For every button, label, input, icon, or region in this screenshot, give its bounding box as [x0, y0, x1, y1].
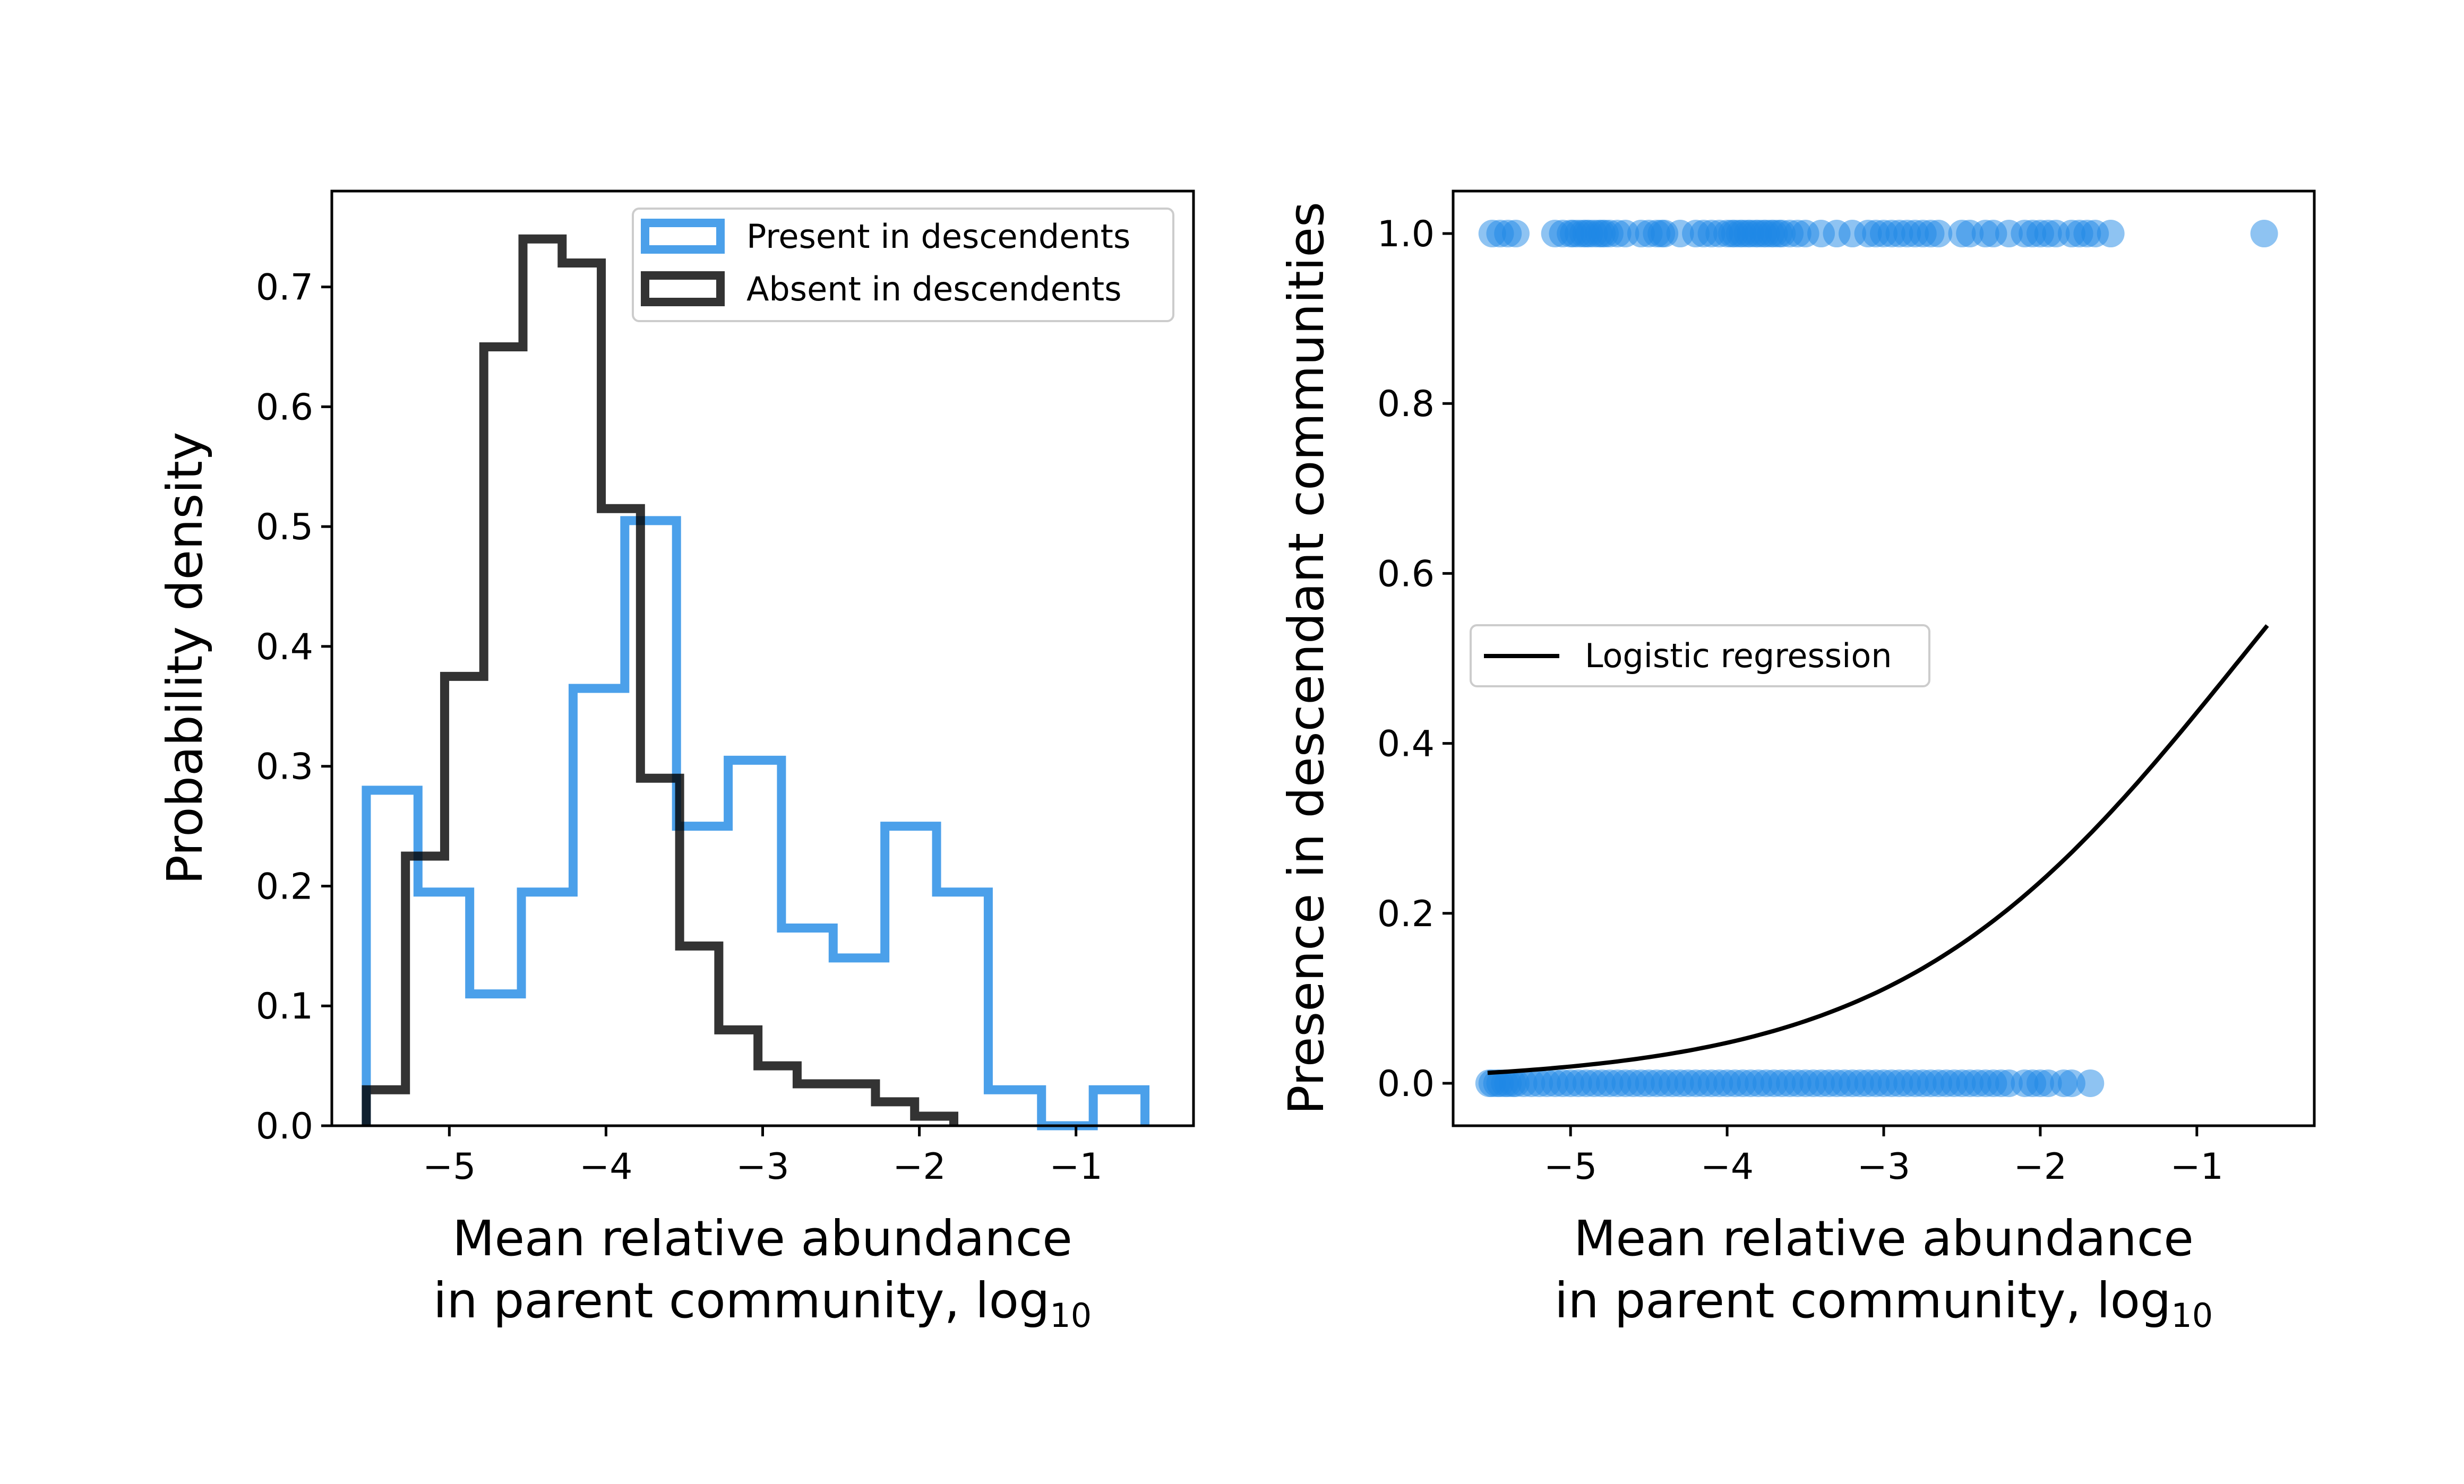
scatter-xtick-label: −3: [1857, 1146, 1910, 1188]
scatter-panel: −5 −4 −3 −2 −1 0.0 0.2 0.4 0.6 0.8 1.0 Mean relat…: [1278, 189, 2316, 1335]
histogram-x-ticks: −5 −4 −3 −2 −1: [423, 1126, 1103, 1188]
scatter-points-group: [1475, 220, 2278, 1097]
scatter-ylabel: Presence in descendant communities: [1278, 202, 1335, 1115]
scatter-point-present: [1925, 220, 1953, 248]
histogram-xtick-label: −4: [579, 1146, 632, 1188]
scatter-x-ticks: −5 −4 −3 −2 −1: [1544, 1126, 2223, 1188]
histogram-panel: −5 −4 −3 −2 −1 0.0 0.1 0.2 0.3 0.4 0.5 0.6 0.7 Mean…: [157, 189, 1195, 1335]
logistic-regression-curve: [1487, 624, 2269, 1075]
legend-regression-label: Logistic regression: [1585, 636, 1892, 675]
legend-absent-swatch: [641, 271, 725, 306]
scatter-point-present: [1501, 220, 1530, 248]
histogram-xlabel-subscript: 10: [1050, 1296, 1092, 1335]
scatter-xtick-label: −1: [2170, 1146, 2223, 1188]
scatter-ytick-label: 0.0: [1377, 1063, 1435, 1105]
scatter-point-present: [2250, 220, 2278, 248]
scatter-ytick-label: 0.8: [1377, 383, 1435, 425]
histogram-xtick-label: −2: [892, 1146, 946, 1188]
histogram-ytick-label: 0.3: [256, 746, 313, 788]
histogram-ytick-label: 0.0: [256, 1106, 313, 1147]
histogram-ytick-label: 0.4: [256, 626, 313, 668]
histogram-xtick-label: −1: [1050, 1146, 1103, 1188]
scatter-point-absent: [2076, 1069, 2105, 1097]
histogram-ytick-label: 0.7: [256, 267, 313, 309]
scatter-legend: Logistic regression: [1470, 624, 1930, 687]
legend-present-swatch: [641, 219, 725, 254]
scatter-xlabel-line1: Mean relative abundance: [1574, 1210, 2194, 1267]
histogram-xtick-label: −3: [736, 1146, 789, 1188]
histogram-legend: Present in descendents Absent in descend…: [632, 208, 1174, 322]
legend-absent-label: Absent in descendents: [746, 270, 1122, 308]
scatter-ytick-label: 0.6: [1377, 553, 1435, 595]
histogram-ytick-label: 0.1: [256, 986, 313, 1028]
histogram-xlabel-line2-main: in parent community, log: [433, 1272, 1050, 1329]
scatter-y-ticks: 0.0 0.2 0.4 0.6 0.8 1.0: [1377, 213, 1453, 1105]
histogram-ylabel: Probability density: [157, 432, 213, 885]
scatter-point-present: [2097, 220, 2125, 248]
histogram-ytick-label: 0.2: [256, 866, 313, 908]
histogram-ytick-label: 0.6: [256, 386, 313, 428]
histogram-y-ticks: 0.0 0.1 0.2 0.3 0.4 0.5 0.6 0.7: [256, 267, 332, 1147]
scatter-xtick-label: −4: [1701, 1146, 1754, 1188]
histogram-absent-series: [362, 234, 959, 1126]
histogram-ytick-label: 0.5: [256, 506, 313, 548]
histogram-xlabel-line1: Mean relative abundance: [452, 1210, 1072, 1267]
legend-present-label: Present in descendents: [746, 217, 1130, 256]
scatter-xtick-label: −2: [2014, 1146, 2067, 1188]
scatter-ytick-label: 0.2: [1377, 893, 1435, 935]
scatter-xlabel-line2: in parent community, log10: [1555, 1272, 2213, 1335]
histogram-present-series: [362, 516, 1150, 1131]
scatter-xtick-label: −5: [1544, 1146, 1597, 1188]
scatter-xlabel-line2-main: in parent community, log: [1555, 1272, 2171, 1329]
histogram-legend-frame: [632, 208, 1174, 322]
scatter-xlabel-subscript: 10: [2171, 1296, 2213, 1335]
histogram-xtick-label: −5: [423, 1146, 476, 1188]
scatter-legend-frame: [1470, 624, 1930, 687]
scatter-ytick-label: 1.0: [1377, 213, 1435, 255]
histogram-xlabel-line2: in parent community, log10: [433, 1272, 1092, 1335]
scatter-ytick-label: 0.4: [1377, 723, 1435, 765]
histogram-series-group: [362, 234, 1150, 1131]
